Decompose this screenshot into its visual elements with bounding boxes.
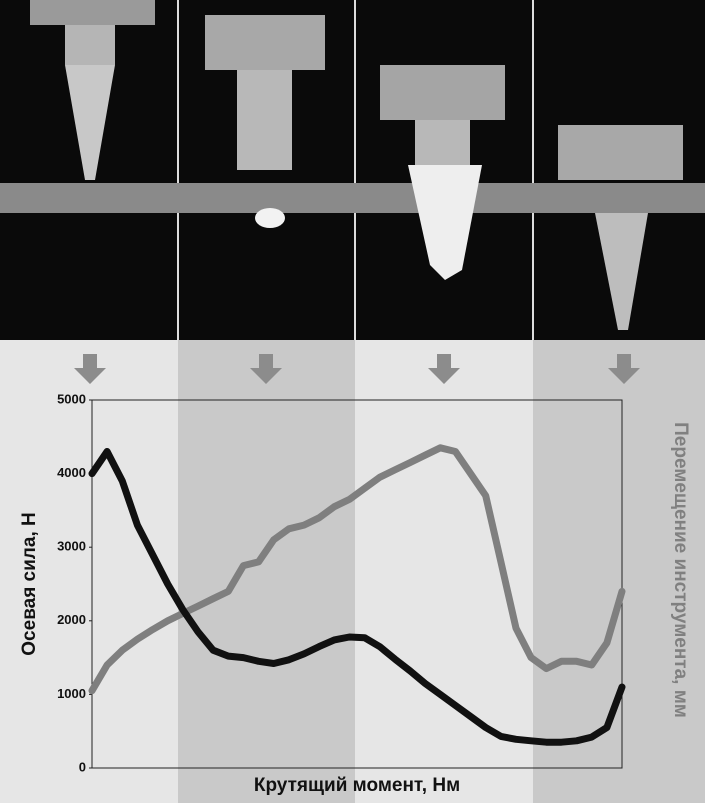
y-axis-label: Осевая сила, Н bbox=[19, 512, 40, 655]
y-tick-label: 2000 bbox=[57, 612, 86, 627]
y-tick-label: 5000 bbox=[57, 391, 86, 406]
y-tick-label: 0 bbox=[79, 759, 86, 774]
y2-axis-label: Перемещение инструмента, мм bbox=[670, 422, 691, 718]
y-tick-label: 4000 bbox=[57, 465, 86, 480]
y-tick-label: 1000 bbox=[57, 686, 86, 701]
chart: Осевая сила, Н Перемещение инструмента, … bbox=[0, 0, 705, 803]
photos bbox=[0, 0, 705, 340]
y-tick-label: 3000 bbox=[57, 539, 86, 554]
stage-band bbox=[178, 340, 355, 803]
x-axis-label: Крутящий момент, Нм bbox=[254, 775, 460, 796]
